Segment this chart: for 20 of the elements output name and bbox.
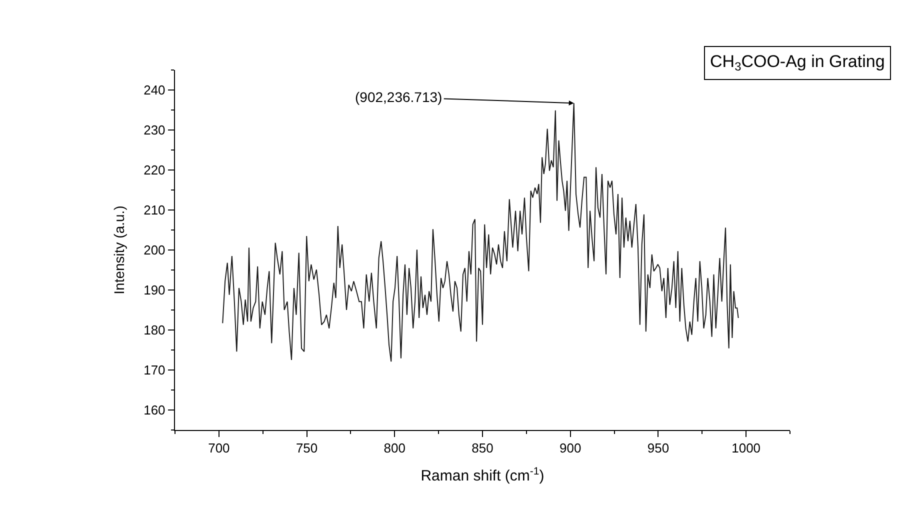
x-tick-label: 950 (647, 440, 670, 456)
annotation: (902,236.713) (355, 89, 442, 105)
y-tick-label: 200 (144, 242, 166, 258)
y-tick-label: 190 (144, 282, 166, 298)
y-tick-label: 220 (144, 162, 166, 178)
y-tick-label: 180 (144, 322, 166, 338)
x-tick-label: 1000 (732, 440, 761, 456)
annotation: CH$_{3}$COO-Ag in Grating (710, 52, 885, 74)
x-tick-label: 850 (472, 440, 494, 456)
x-axis-title: Raman shift (cm$^{-1}$) (420, 465, 544, 485)
x-tick-label: 800 (384, 440, 406, 456)
x-tick-label: 900 (560, 440, 582, 456)
y-axis-title: Intensity (a.u.) (111, 206, 128, 294)
y-tick-label: 170 (144, 362, 166, 378)
y-tick-label: 240 (144, 82, 166, 98)
y-tick-label: 160 (144, 402, 166, 418)
x-tick-label: 750 (296, 440, 318, 456)
y-tick-label: 210 (144, 202, 166, 218)
y-tick-label: 230 (144, 122, 166, 138)
x-tick-label: 700 (208, 440, 230, 456)
